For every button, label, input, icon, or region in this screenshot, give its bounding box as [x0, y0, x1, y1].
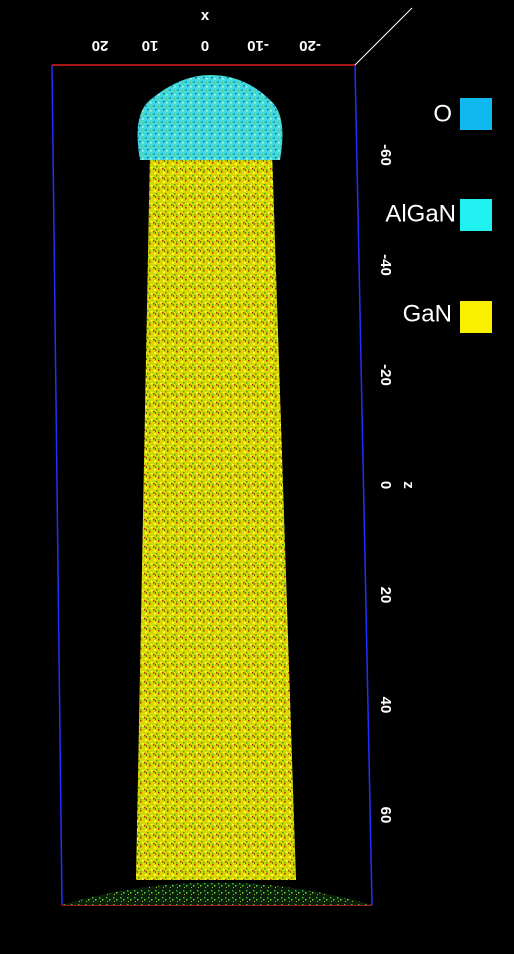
- x-tick-label: -20: [299, 37, 321, 54]
- legend-swatch: [460, 199, 492, 231]
- z-axis-label: z: [400, 481, 417, 489]
- x-tick-label: 10: [142, 37, 159, 54]
- box-edge: [52, 65, 62, 905]
- legend-swatch: [460, 301, 492, 333]
- z-tick-label: 20: [377, 587, 394, 604]
- z-tick-label: -20: [377, 364, 394, 386]
- scene: x 20 10 0 -10 -20 -60 -40 -20 0 20 40 60…: [0, 0, 514, 954]
- legend-label: AlGaN: [385, 200, 456, 227]
- box-edge: [355, 8, 412, 65]
- x-ticks: 20 10 0 -10 -20: [92, 37, 321, 54]
- legend-swatch: [460, 98, 492, 130]
- z-tick-label: -40: [377, 254, 394, 276]
- box-edge: [355, 65, 372, 905]
- z-tick-label: 0: [377, 481, 394, 489]
- x-tick-label: -10: [247, 37, 269, 54]
- gan-column: [136, 150, 296, 880]
- algan-cap: [138, 75, 283, 160]
- z-tick-label: -60: [377, 144, 394, 166]
- z-ticks: -60 -40 -20 0 20 40 60: [377, 144, 394, 823]
- z-tick-label: 40: [377, 697, 394, 714]
- legend-label: O: [433, 100, 452, 127]
- x-tick-label: 20: [92, 37, 109, 54]
- base-dome: [62, 883, 372, 906]
- legend: O AlGaN GaN: [385, 98, 492, 333]
- x-tick-label: 0: [201, 37, 209, 54]
- z-tick-label: 60: [377, 807, 394, 824]
- x-axis-label: x: [201, 7, 210, 24]
- legend-label: GaN: [403, 300, 452, 327]
